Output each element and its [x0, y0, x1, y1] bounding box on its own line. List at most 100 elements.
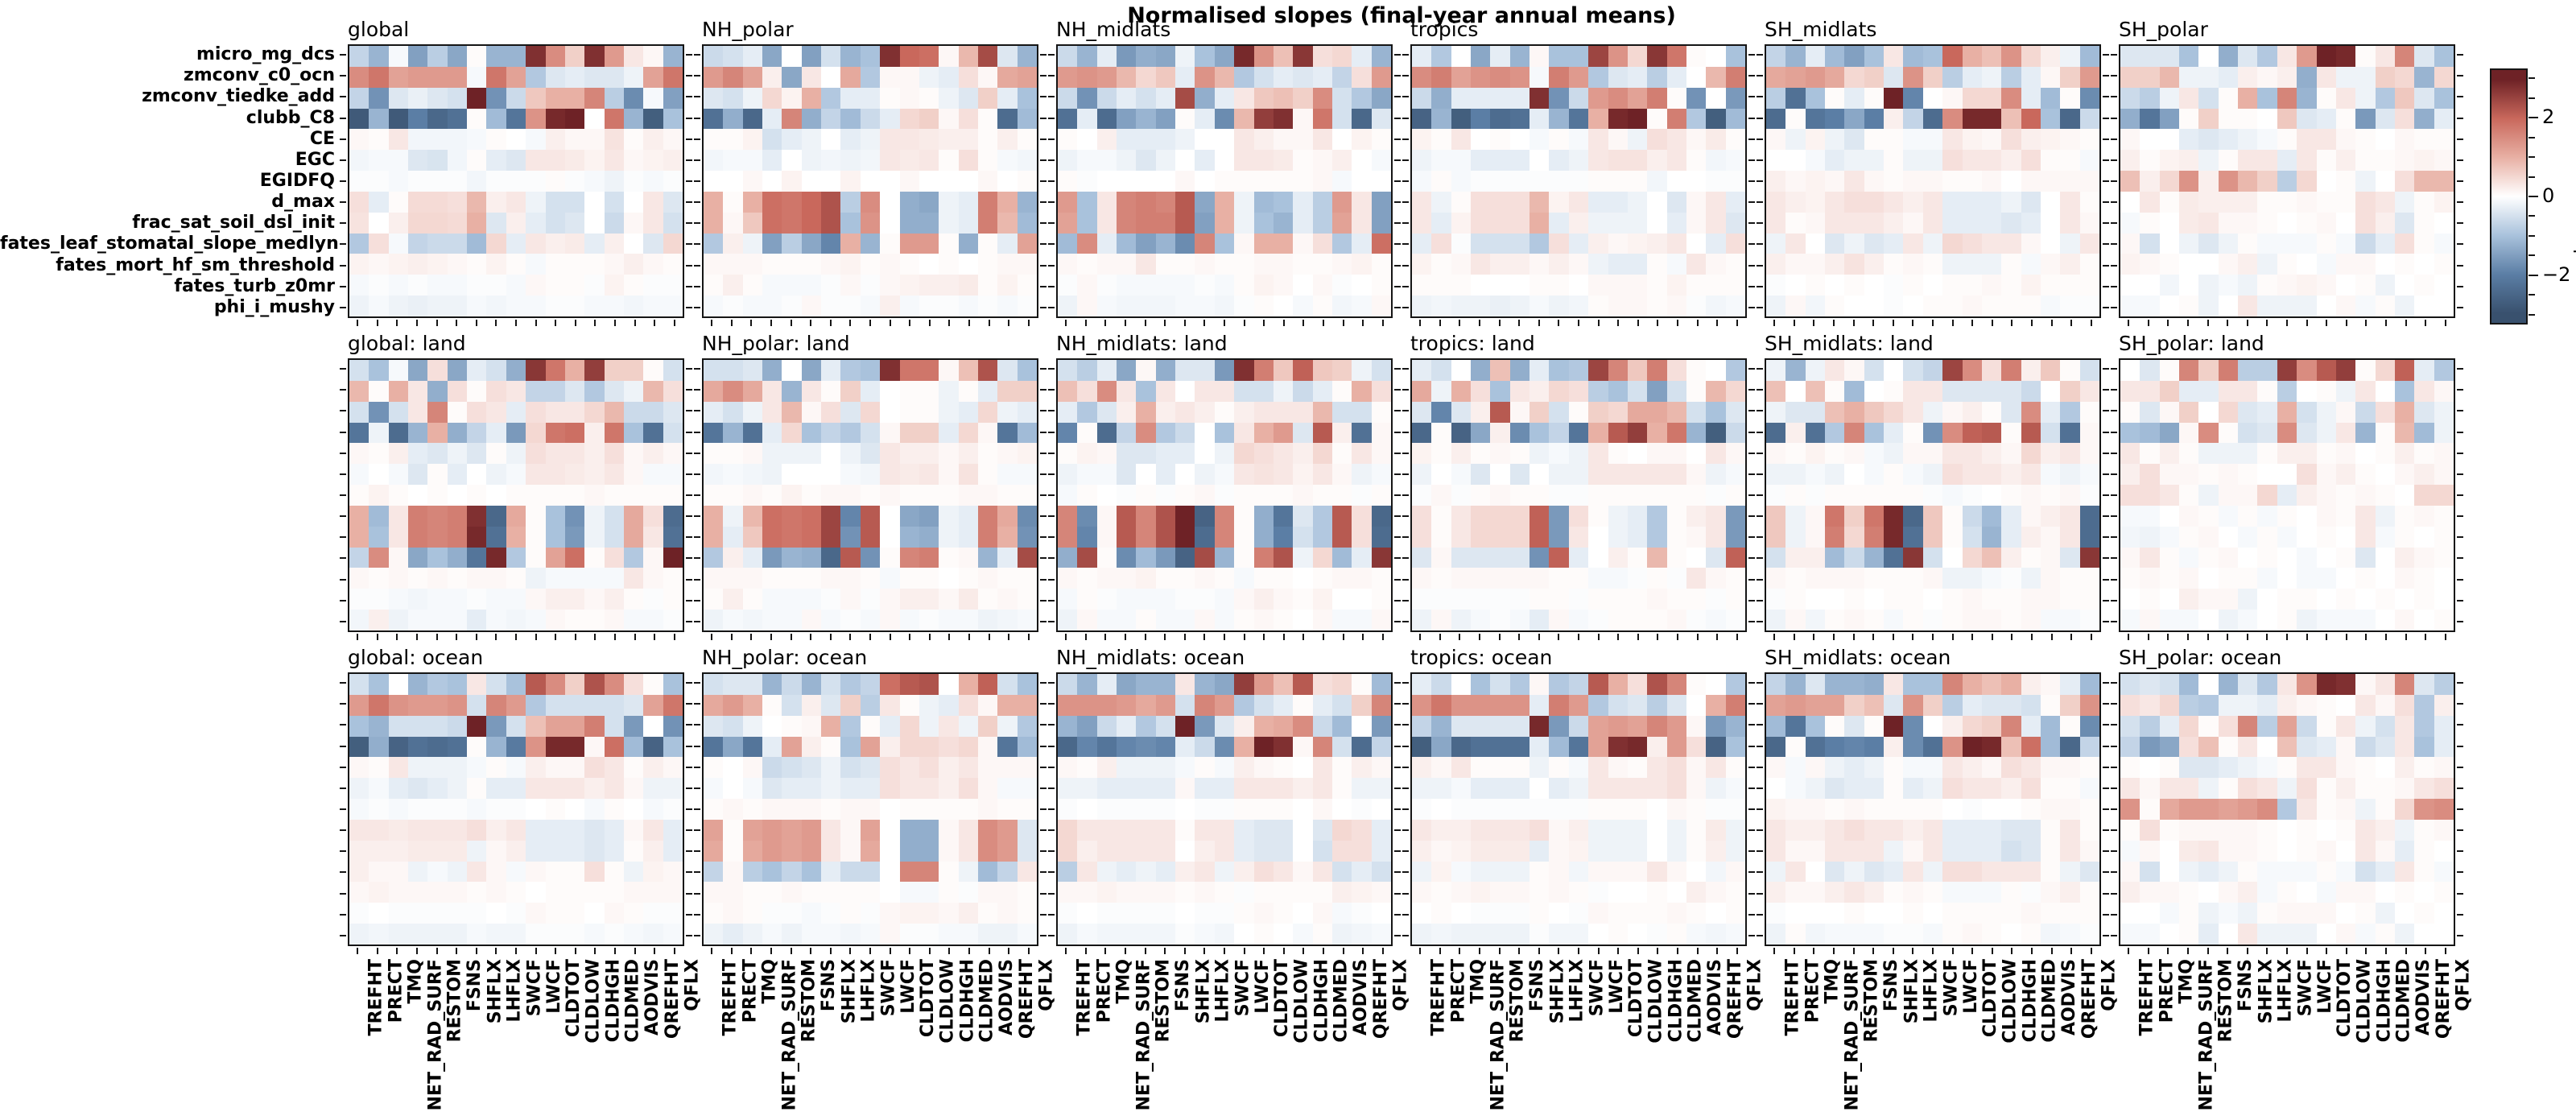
heatmap-cell [880, 736, 900, 758]
heatmap-cell [2434, 819, 2454, 841]
axis-tick [1394, 180, 1401, 182]
heatmap-cell [1155, 66, 1176, 88]
heatmap-cell [880, 568, 900, 589]
axis-tick [1394, 494, 1401, 496]
heatmap-cell [880, 108, 900, 130]
heatmap-cell [782, 150, 802, 172]
heatmap-cell [742, 108, 763, 130]
heatmap-cell [369, 861, 389, 883]
heatmap-cell [623, 66, 644, 88]
heatmap-cell [2001, 778, 2021, 800]
heatmap-cell [2060, 485, 2080, 506]
heatmap-cell [1706, 87, 1726, 109]
heatmap-cell [1293, 401, 1313, 423]
heatmap-cell [2140, 715, 2160, 737]
heatmap-cell [643, 171, 663, 192]
heatmap-cell [369, 212, 389, 234]
axis-tick [686, 578, 692, 581]
heatmap-cell [1136, 526, 1156, 548]
heatmap-cell [2218, 903, 2239, 924]
axis-tick [1125, 634, 1127, 640]
heatmap-cell [821, 861, 841, 883]
heatmap-cell [388, 296, 409, 316]
heatmap-cell [742, 715, 763, 737]
axis-tick [1402, 620, 1409, 622]
heatmap-cell [1077, 547, 1097, 568]
heatmap-cell [1922, 840, 1943, 862]
heatmap-cell [1608, 422, 1628, 444]
heatmap-cell [919, 212, 939, 234]
heatmap-cell [1312, 736, 1332, 758]
heatmap-cell [2079, 882, 2099, 903]
heatmap-cell [880, 254, 900, 275]
heatmap-cell [1647, 505, 1667, 527]
axis-tick [1040, 871, 1046, 874]
heatmap-cell [1490, 547, 1510, 568]
heatmap-cell [663, 171, 683, 192]
heatmap-cell [584, 380, 605, 402]
heatmap-cell [1371, 526, 1391, 548]
heatmap-cell [1117, 380, 1137, 402]
heatmap-cell [1096, 254, 1117, 275]
axis-tick [1757, 285, 1763, 287]
heatmap-cell [1352, 380, 1372, 402]
heatmap-cell [2355, 443, 2376, 465]
axis-tick [1342, 320, 1344, 326]
heatmap-cell [1195, 568, 1215, 589]
heatmap-cell [1253, 568, 1274, 589]
axis-tick [1048, 745, 1055, 747]
axis-tick [694, 599, 700, 601]
heatmap-cell [762, 66, 782, 88]
heatmap-cell [1903, 254, 1923, 275]
heatmap-cell [604, 526, 624, 548]
heatmap-cell [2375, 568, 2395, 589]
heatmap-cell [2159, 66, 2180, 88]
heatmap-cell [369, 903, 389, 924]
heatmap-cell [1766, 401, 1786, 423]
heatmap-cell [2316, 819, 2336, 841]
heatmap-cell [2414, 296, 2434, 316]
heatmap-cell [1666, 924, 1686, 945]
heatmap-cell [997, 568, 1018, 589]
heatmap-cell [2040, 924, 2061, 945]
axis-tick [1813, 320, 1815, 326]
heatmap-cell [2079, 171, 2099, 192]
heatmap-cell [1588, 526, 1608, 548]
heatmap-cell [977, 568, 998, 589]
axis-tick [1394, 599, 1401, 601]
heatmap-cell [1331, 254, 1352, 275]
axis-tick [1748, 578, 1755, 581]
axis-tick [2457, 808, 2463, 810]
heatmap-cell [1549, 129, 1569, 151]
heatmap-cell [2159, 87, 2180, 109]
heatmap-cell [1766, 736, 1786, 758]
axis-tick [340, 306, 346, 308]
axis-tick [2103, 452, 2109, 454]
heatmap-cell [427, 464, 448, 486]
heatmap-cell [1117, 924, 1137, 945]
axis-tick [1748, 829, 1755, 832]
axis-tick [1852, 320, 1855, 326]
heatmap-cell [1117, 401, 1137, 423]
heatmap-cell [2375, 819, 2395, 841]
heatmap-cell [997, 443, 1018, 465]
axis-tick [2128, 948, 2130, 954]
heatmap-cell [1471, 443, 1491, 465]
heatmap-cell [1864, 464, 1885, 486]
heatmap-cell [1471, 924, 1491, 945]
heatmap-cell [604, 505, 624, 527]
heatmap-cell [1214, 87, 1235, 109]
heatmap-cell [1214, 505, 1235, 527]
heatmap-cell [2021, 296, 2041, 316]
heatmap-cell [564, 840, 585, 862]
heatmap-cell [1331, 757, 1352, 779]
axis-tick [2103, 368, 2109, 370]
heatmap-cell [821, 882, 841, 903]
heatmap-cell [1706, 778, 1726, 800]
axis-tick [1617, 634, 1620, 640]
axis-tick [1402, 850, 1409, 853]
heatmap-cell [1530, 924, 1550, 945]
heatmap-cell [1431, 505, 1451, 527]
heatmap-cell [545, 150, 565, 172]
heatmap-cell [2159, 736, 2180, 758]
